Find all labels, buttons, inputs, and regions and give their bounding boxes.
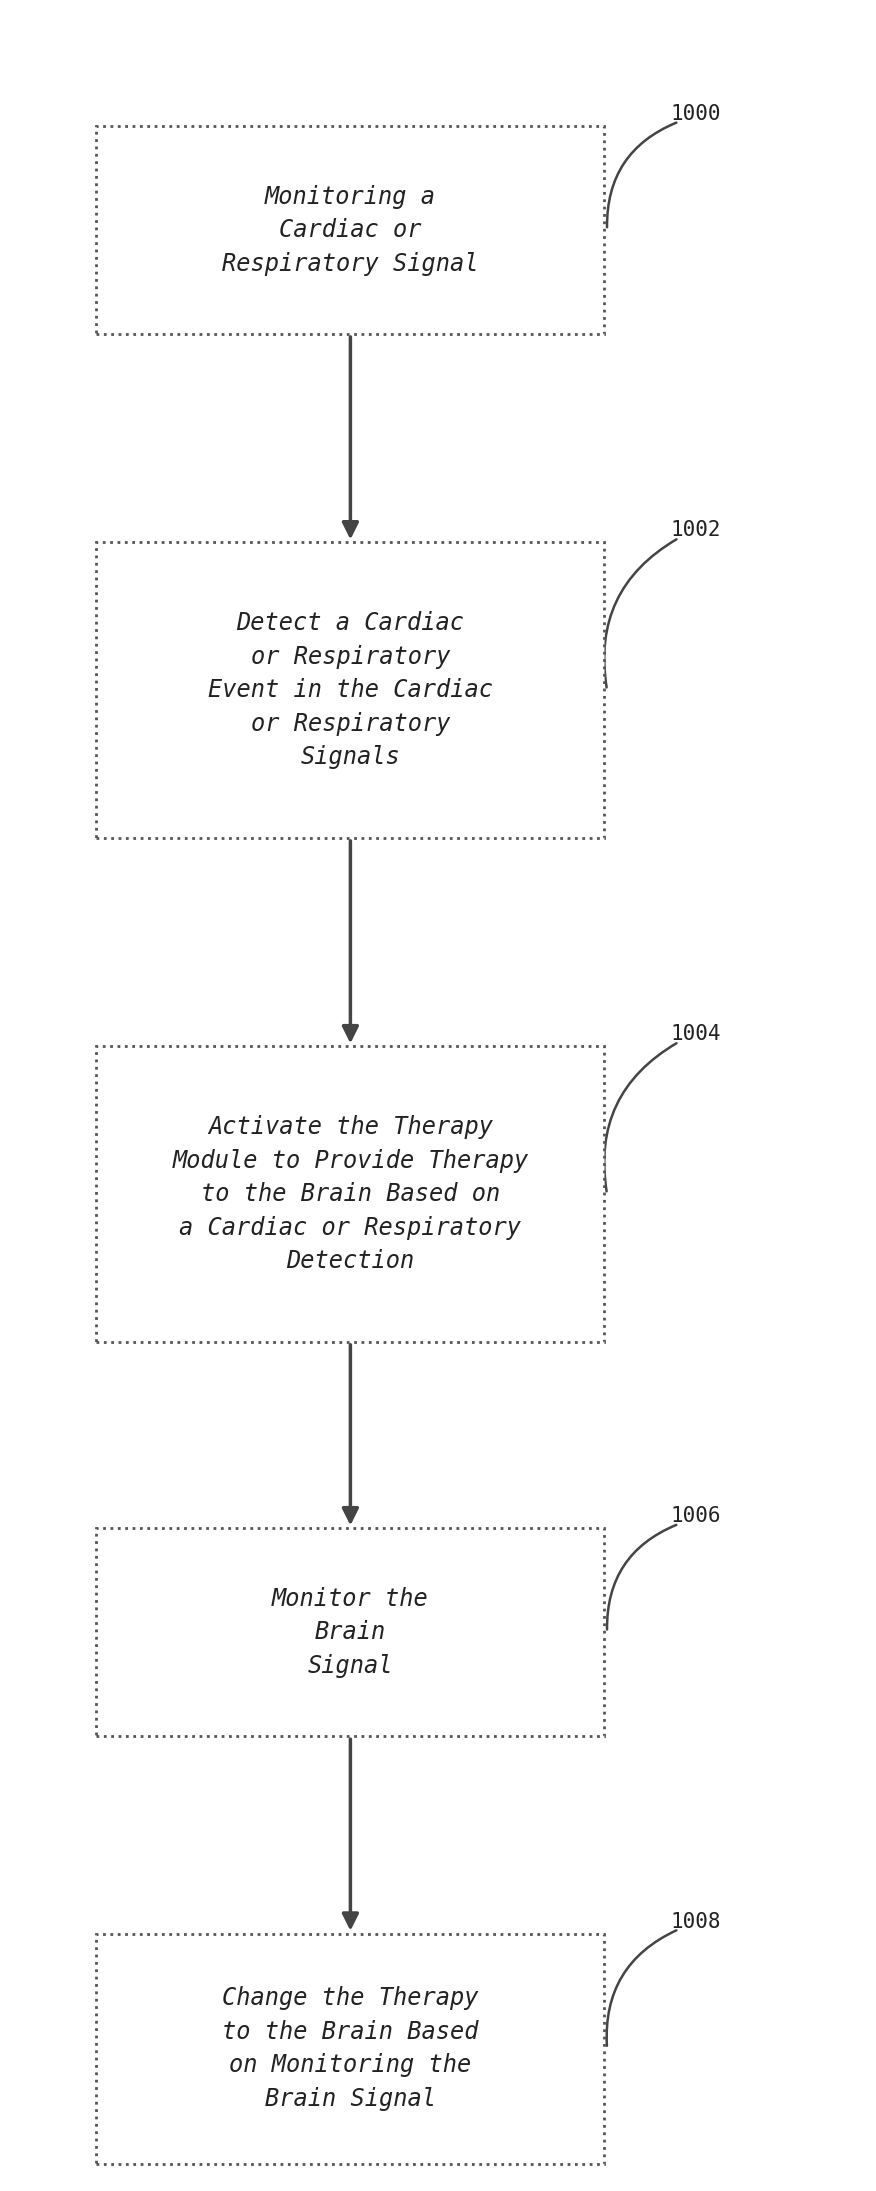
Bar — [96, 1529, 604, 1735]
Text: Detect a Cardiac
or Respiratory
Event in the Cardiac
or Respiratory
Signals: Detect a Cardiac or Respiratory Event in… — [208, 611, 493, 769]
Text: 1004: 1004 — [670, 1025, 721, 1045]
Text: 1000: 1000 — [670, 103, 721, 125]
Bar — [96, 125, 604, 333]
Text: 1008: 1008 — [670, 1911, 721, 1932]
Bar — [96, 541, 604, 837]
Text: 1006: 1006 — [670, 1507, 721, 1527]
Text: Change the Therapy
to the Brain Based
on Monitoring the
Brain Signal: Change the Therapy to the Brain Based on… — [223, 1987, 478, 2110]
Bar — [96, 1047, 604, 1341]
Bar — [96, 1935, 604, 2165]
Text: Activate the Therapy
Module to Provide Therapy
to the Brain Based on
a Cardiac o: Activate the Therapy Module to Provide T… — [173, 1115, 528, 1273]
Text: Monitor the
Brain
Signal: Monitor the Brain Signal — [272, 1586, 428, 1678]
Text: Monitoring a
Cardiac or
Respiratory Signal: Monitoring a Cardiac or Respiratory Sign… — [223, 184, 478, 276]
Text: 1002: 1002 — [670, 519, 721, 541]
